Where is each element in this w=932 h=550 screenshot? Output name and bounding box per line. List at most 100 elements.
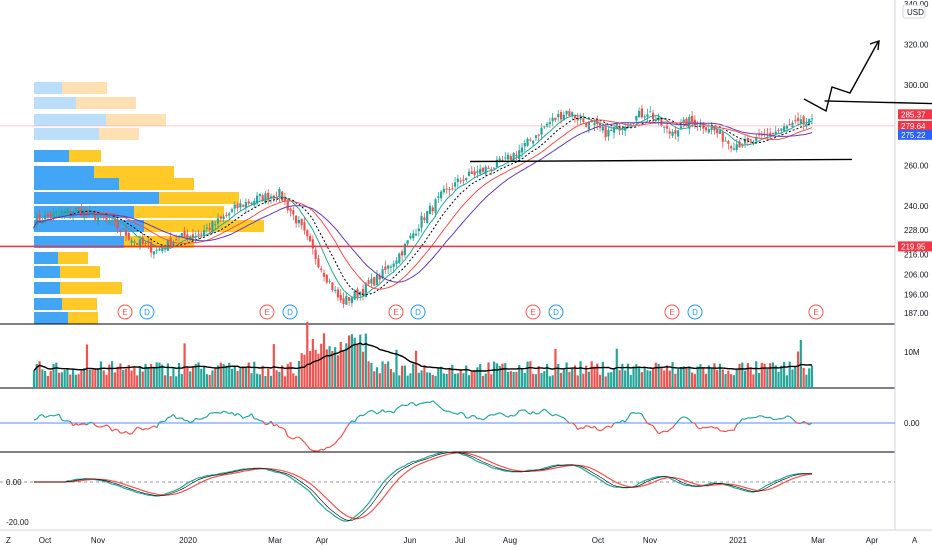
candle-body [440, 191, 443, 199]
candle-body [493, 167, 496, 169]
candle-body [559, 112, 563, 120]
oscillator-line [100, 425, 104, 428]
volume-bar [228, 362, 231, 388]
volume-bar [406, 375, 409, 388]
volume-bar [222, 364, 225, 388]
candle-body [400, 251, 404, 256]
price-tick-label: 196.00 [904, 291, 929, 300]
marker-E-circle [525, 304, 541, 320]
volume-bar [339, 341, 342, 388]
oscillator-line [452, 412, 456, 414]
candle-body [91, 212, 94, 214]
oscillator-line [276, 424, 280, 428]
candle-body [688, 116, 691, 129]
volume-bar [810, 365, 814, 388]
volume-bar [133, 367, 136, 388]
price-badge-label: 279.64 [901, 122, 926, 131]
candle-body [166, 239, 169, 251]
volume-bar [621, 363, 624, 388]
volume-bar [158, 362, 161, 388]
candle-body [757, 134, 761, 136]
volume-panel: 10M [32, 321, 920, 388]
candle-body [32, 227, 36, 229]
oscillator-line [775, 418, 779, 421]
candle-body [180, 233, 183, 237]
toolbar-z-label[interactable]: Z [6, 536, 11, 545]
volume-bar [172, 367, 175, 388]
candle-body [144, 242, 147, 244]
oscillator-line [605, 425, 609, 428]
volume-bar [211, 370, 214, 388]
oscillator-line [407, 402, 411, 406]
oscillator-line [306, 445, 311, 450]
volume-profile-buy [34, 192, 159, 204]
volume-bar [690, 372, 694, 388]
volume-bar [169, 376, 172, 388]
volume-bar [342, 351, 345, 388]
oscillator-line [454, 412, 459, 416]
oscillator-line [56, 413, 60, 416]
volume-bar [44, 371, 47, 388]
volume-bar [417, 372, 420, 388]
oscillator-line [672, 423, 676, 429]
oscillator-line [368, 409, 372, 413]
candle-body [197, 234, 200, 236]
oscillator-line [613, 421, 618, 424]
oscillator-line [36, 415, 41, 420]
oscillator-line [744, 417, 749, 420]
volume-bar [255, 373, 259, 388]
volume-bar [398, 375, 401, 388]
volume-bar [576, 375, 579, 388]
candle-body [225, 214, 228, 216]
candle-body [412, 233, 415, 239]
volume-profile-buy [34, 312, 68, 324]
oscillator-line [95, 425, 99, 428]
candle-body [57, 212, 61, 214]
candle-body [520, 147, 524, 153]
candle-body [308, 235, 312, 242]
volume-bar [414, 350, 418, 388]
volume-bar [177, 362, 181, 388]
candle-body [674, 130, 677, 134]
candle-body [306, 230, 309, 237]
candle-body [375, 274, 379, 285]
time-tick-label: Apr [316, 536, 329, 545]
oscillator-line [686, 417, 690, 421]
volume-bar [110, 361, 114, 388]
candle-body [640, 108, 643, 118]
oscillator-line [499, 412, 503, 415]
marker-E-label: E [813, 308, 818, 317]
oscillator-line [309, 448, 314, 452]
price-badge [898, 241, 932, 252]
candle-body [735, 144, 738, 150]
volume-bar [640, 372, 643, 388]
marker-D-circle [687, 304, 703, 320]
volume-bar [336, 355, 340, 388]
candle-body [105, 216, 108, 221]
volume-bar [253, 361, 256, 388]
oscillator-line [532, 411, 537, 415]
oscillator-line [293, 436, 297, 440]
candle-body [495, 159, 498, 168]
candle-body [810, 118, 814, 120]
candle-body [479, 168, 482, 174]
candle-body [52, 211, 55, 219]
volume-bar [685, 366, 688, 388]
volume-bar [467, 375, 471, 388]
volume-profile-sell [76, 97, 136, 109]
oscillator-line [58, 413, 63, 421]
toolbar-a-label[interactable]: A [912, 536, 918, 545]
volume-bar [612, 368, 616, 388]
candle-body [169, 237, 172, 247]
volume-bar [626, 363, 630, 388]
candle-body [230, 209, 234, 212]
volume-bar [702, 367, 705, 388]
candle-body [654, 119, 657, 122]
oscillator-line [457, 411, 462, 415]
volume-bar [32, 370, 36, 388]
macd-tick-label: 0.00 [6, 478, 22, 487]
oscillator-line [223, 410, 227, 413]
oscillator-line [716, 427, 721, 432]
candle-body [250, 202, 253, 205]
